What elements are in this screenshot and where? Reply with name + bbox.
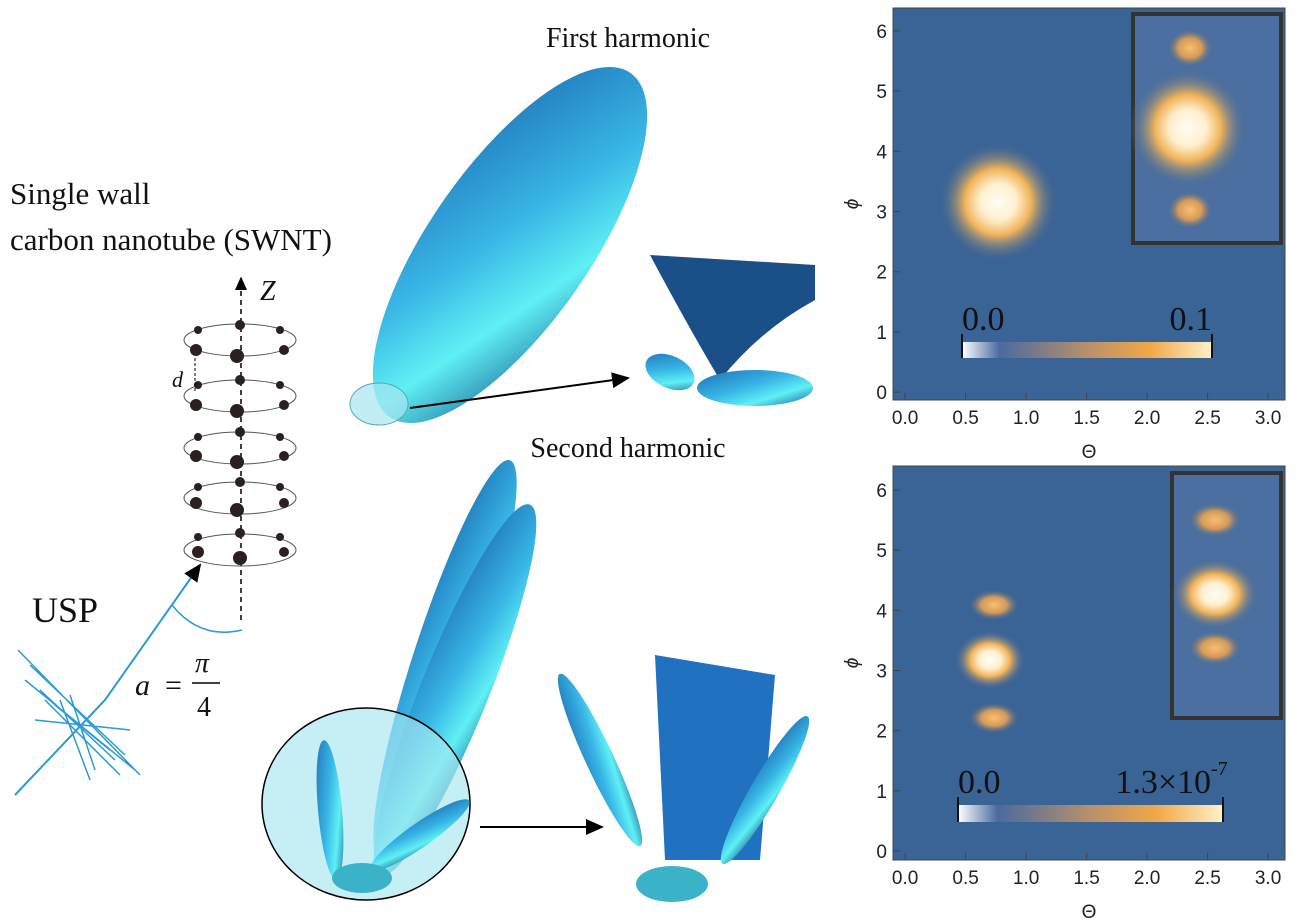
radiation-patterns: First harmonic Second harmonic <box>262 23 820 902</box>
angle-equals: = <box>165 669 182 702</box>
pulse-waveform <box>18 650 140 780</box>
colorbar-label: 0.0 <box>958 764 1001 801</box>
nanotube-label: Single wall <box>10 176 150 211</box>
y-tick-label: 1 <box>876 323 887 344</box>
nanotube-label: carbon nanotube (SWNT) <box>10 222 332 257</box>
x-tick-label: 1.0 <box>1013 868 1039 889</box>
atoms <box>190 320 289 565</box>
y-axis-label: ϕ <box>842 658 863 669</box>
x-tick-label: 2.0 <box>1134 408 1160 429</box>
angle-denominator: 4 <box>197 692 211 723</box>
spacing-label: d <box>172 367 184 392</box>
x-tick-label: 1.0 <box>1013 408 1039 429</box>
x-tick-label: 0.5 <box>952 868 978 889</box>
angle-symbol: a <box>135 669 150 702</box>
y-tick-label: 5 <box>876 541 887 562</box>
y-axis-label: ϕ <box>842 199 863 210</box>
colorbar-label: 0.0 <box>962 301 1005 338</box>
panel-title: First harmonic <box>546 23 710 54</box>
x-axis-label: Θ <box>1082 902 1097 923</box>
lobe <box>655 655 775 860</box>
lobe <box>697 370 813 406</box>
x-tick-label: 2.5 <box>1194 408 1220 429</box>
x-tick-label: 3.0 <box>1255 868 1281 889</box>
y-tick-label: 5 <box>876 82 887 103</box>
lobe <box>640 347 701 398</box>
nanotube-diagram: Single wall carbon nanotube (SWNT) Z d U… <box>10 176 332 795</box>
lobe <box>636 866 708 902</box>
x-axis-label: Θ <box>1082 442 1097 463</box>
colorbar-label: 0.1 <box>1170 301 1213 338</box>
y-tick-label: 6 <box>876 22 887 43</box>
x-tick-label: 0.0 <box>892 868 918 889</box>
heatmap-1 <box>893 8 1285 400</box>
x-tick-label: 3.0 <box>1255 408 1281 429</box>
y-tick-label: 4 <box>876 142 887 163</box>
zoom-circle <box>350 383 408 425</box>
figure: Single wall carbon nanotube (SWNT) Z d U… <box>0 0 1295 923</box>
x-tick-label: 0.5 <box>952 408 978 429</box>
y-tick-label: 1 <box>876 782 887 803</box>
y-tick-label: 3 <box>876 203 887 224</box>
y-tick-label: 2 <box>876 722 887 743</box>
panel-title: Second harmonic <box>530 433 725 464</box>
x-tick-label: 1.5 <box>1073 408 1099 429</box>
lobe <box>332 863 392 893</box>
colorbar-label: 1.3×10 <box>1115 764 1211 801</box>
x-tick-label: 1.5 <box>1073 868 1099 889</box>
axis-label: Z <box>260 276 276 307</box>
x-tick-label: 2.5 <box>1194 868 1220 889</box>
y-tick-label: 0 <box>876 842 887 863</box>
y-tick-label: 6 <box>876 481 887 502</box>
x-tick-label: 0.0 <box>892 408 918 429</box>
y-tick-label: 4 <box>876 601 887 622</box>
colorbar-exponent: -7 <box>1211 758 1228 780</box>
angle-numerator: π <box>195 648 210 679</box>
y-tick-label: 2 <box>876 263 887 284</box>
angle-arc <box>172 605 242 632</box>
heatmap-2 <box>893 466 1285 860</box>
lobe <box>547 668 653 852</box>
y-tick-label: 3 <box>876 662 887 683</box>
y-tick-label: 0 <box>876 383 887 404</box>
x-tick-label: 2.0 <box>1134 868 1160 889</box>
pulse-label: USP <box>32 590 98 630</box>
